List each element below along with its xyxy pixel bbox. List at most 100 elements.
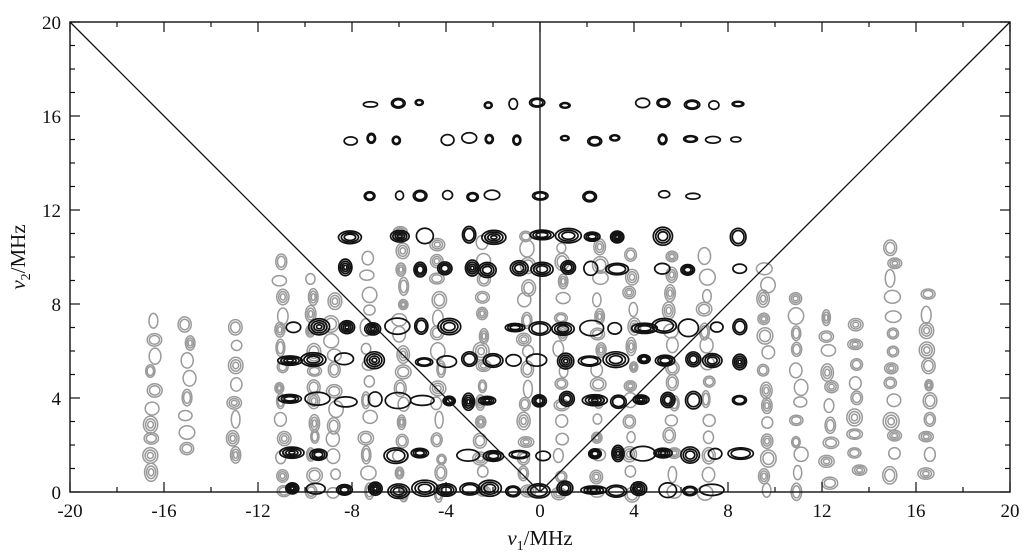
x-tick-label: 0 <box>535 501 545 522</box>
gray-contour <box>142 446 159 465</box>
gray-contour <box>477 346 486 356</box>
black-contour <box>441 189 454 201</box>
gray-contour <box>695 301 713 317</box>
gray-contour <box>764 401 770 410</box>
black-contour <box>561 231 576 241</box>
gray-contour <box>395 242 411 260</box>
gray-contour <box>591 292 602 308</box>
gray-contour <box>144 449 157 462</box>
y-tick-label: 8 <box>52 295 62 316</box>
gray-contour <box>884 268 896 288</box>
black-contour <box>560 392 574 406</box>
gray-contour <box>474 434 486 447</box>
black-contour <box>437 317 462 336</box>
gray-contour <box>177 409 193 422</box>
gray-contour <box>397 244 409 258</box>
gray-contour <box>308 345 320 360</box>
gray-contour <box>394 364 412 380</box>
gray-contour <box>433 257 441 265</box>
gray-contour <box>922 326 931 335</box>
gray-contour <box>883 289 902 305</box>
black-contour <box>530 261 554 277</box>
gray-contour <box>887 365 895 372</box>
gray-contour <box>474 290 491 304</box>
black-contour <box>526 483 551 499</box>
gray-contour <box>229 376 243 392</box>
gray-contour <box>820 363 835 382</box>
gray-contour <box>277 326 283 334</box>
black-contour <box>485 134 494 144</box>
gray-contour <box>591 329 604 339</box>
reference-lines <box>69 21 1011 493</box>
gray-contour <box>701 288 713 304</box>
gray-contour <box>359 269 375 282</box>
black-contour <box>729 136 742 143</box>
black-contour <box>414 263 426 276</box>
black-contour <box>559 259 577 276</box>
y-tick-label: 0 <box>52 483 62 504</box>
gray-contour <box>883 362 899 375</box>
gray-contour <box>279 293 287 301</box>
black-contour <box>586 135 603 147</box>
gray-contour <box>308 413 321 433</box>
gray-contour <box>560 277 566 286</box>
black-contour <box>440 133 455 147</box>
black-contour <box>732 353 748 371</box>
gray-contour <box>431 382 445 395</box>
black-contour <box>680 446 701 465</box>
gray-contour <box>882 411 900 431</box>
gray-contour <box>887 257 903 270</box>
gray-contour <box>887 417 896 426</box>
black-contour <box>530 98 544 107</box>
gray-contour <box>664 429 675 442</box>
gray-contour <box>761 416 774 429</box>
gray-contour <box>755 262 773 276</box>
gray-contour <box>760 276 777 294</box>
gray-contour <box>790 341 803 358</box>
black-contour <box>409 394 435 407</box>
black-contour <box>614 234 620 240</box>
gray-contour <box>822 458 831 465</box>
black-contour <box>394 232 406 240</box>
black-contour <box>340 231 360 243</box>
black-contour <box>484 398 491 403</box>
gray-contour <box>520 232 531 241</box>
gray-contour <box>181 443 193 454</box>
gray-contour <box>851 464 868 477</box>
gray-contour <box>481 332 487 341</box>
gray-contour <box>828 383 835 390</box>
y-axis-ticks <box>70 21 1010 493</box>
gray-contour <box>305 272 316 286</box>
gray-contour <box>761 384 772 398</box>
black-contour <box>685 192 701 200</box>
black-contour <box>663 395 673 405</box>
black-contour <box>529 229 555 241</box>
gray-contour <box>307 287 319 307</box>
gray-contour <box>822 365 833 380</box>
gray-contour <box>229 358 242 372</box>
gray-contour <box>517 436 535 448</box>
gray-contour <box>627 383 634 389</box>
gray-contour <box>824 416 837 435</box>
black-contour <box>553 323 573 335</box>
gray-contour <box>178 425 196 440</box>
gray-contour <box>760 396 773 415</box>
gray-contour <box>146 420 155 429</box>
gray-contour <box>361 286 378 304</box>
black-contour <box>464 396 473 407</box>
gray-contour <box>589 327 606 341</box>
black-contour <box>730 448 752 459</box>
gray-contour <box>144 417 157 432</box>
gray-contour <box>431 273 443 284</box>
black-contour <box>638 397 644 402</box>
black-contour <box>554 227 583 244</box>
black-contour <box>588 136 601 146</box>
black-contour <box>442 321 456 332</box>
gray-contour <box>478 381 487 392</box>
gray-contour <box>853 465 866 475</box>
gray-contour <box>818 454 835 469</box>
gray-contour <box>519 239 535 258</box>
black-contour <box>638 354 650 364</box>
gray-contour <box>394 466 405 480</box>
black-contour <box>562 394 572 404</box>
